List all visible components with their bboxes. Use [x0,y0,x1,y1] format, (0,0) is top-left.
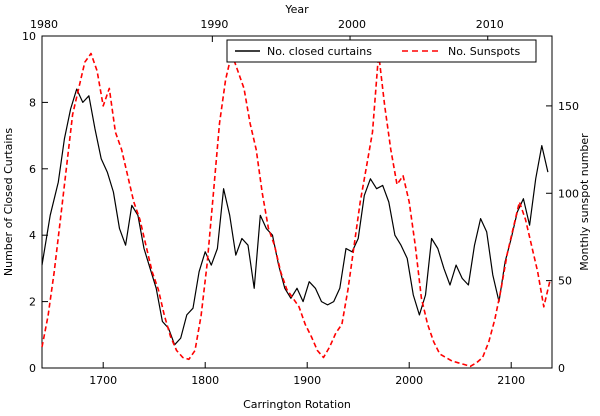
series-line-closed-curtains [41,88,549,346]
legend: No. closed curtains No. Sunspots [226,39,537,63]
y-tick-label: 4 [29,229,36,242]
legend-box [226,39,537,63]
y2-axis-title: Monthly sunspot number [578,133,591,271]
legend-label-closed-curtains: No. closed curtains [267,45,372,58]
tick-layer: 1700 1800 1900 2000 2100 1980 1990 2000 2010 0 2 4 6… [22,18,579,387]
legend-label-sunspots: No. Sunspots [448,45,520,58]
x2-tick-label: 1980 [30,18,58,31]
series-layer [41,52,551,368]
x-tick-label: 1700 [89,374,117,387]
y2-tick-label: 0 [558,362,565,375]
y2-tick-label: 100 [558,187,579,200]
y-tick-label: 6 [29,163,36,176]
x2-tick-label: 2000 [338,18,366,31]
x2-tick-label: 1990 [200,18,228,31]
x-axis-title: Carrington Rotation [243,398,351,411]
x-tick-label: 2000 [395,374,423,387]
y-tick-label: 8 [29,96,36,109]
y-tick-label: 2 [29,296,36,309]
x-tick-label: 2100 [497,374,525,387]
x2-tick-label: 2010 [476,18,504,31]
y-axis-title: Number of Closed Curtains [2,128,15,276]
y-tick-label: 10 [22,30,36,43]
plot-frame [41,35,553,369]
y-tick-label: 0 [29,362,36,375]
y2-tick-label: 150 [558,100,579,113]
y2-tick-label: 50 [558,275,572,288]
x-tick-label: 1900 [293,374,321,387]
series-line-sunspots [41,52,551,368]
x-tick-label: 1800 [191,374,219,387]
x2-axis-title: Year [284,3,309,16]
